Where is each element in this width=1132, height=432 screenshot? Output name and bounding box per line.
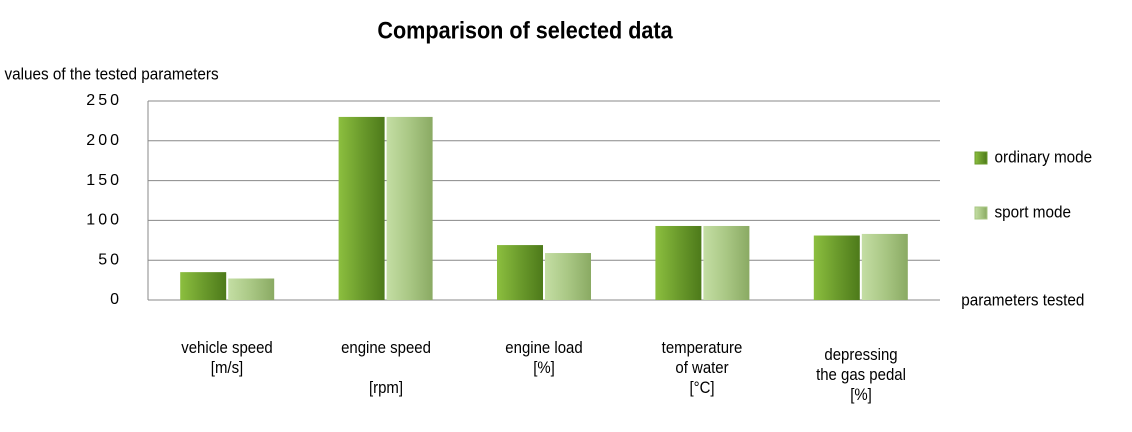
y-tick-label: 200 — [86, 132, 122, 149]
bar — [180, 272, 227, 300]
y-tick-label: 100 — [86, 212, 122, 229]
x-tick-label: engine speed [rpm] — [340, 338, 431, 397]
legend-swatch — [974, 206, 988, 220]
x-tick-label: vehicle speed [m/s] — [181, 338, 273, 377]
x-tick-label: temperature of water [°C] — [662, 338, 743, 397]
x-tick-label: depressing the gas pedal [%] — [815, 345, 906, 404]
legend-label: ordinary mode — [995, 148, 1093, 167]
chart-title: Comparison of selected data — [377, 16, 673, 43]
y-tick-label: 250 — [86, 92, 122, 109]
bar — [655, 225, 702, 300]
bar — [386, 116, 433, 300]
bar — [861, 233, 908, 300]
y-tick-label: 50 — [98, 251, 122, 268]
x-axis-label: parameters tested — [961, 291, 1084, 310]
legend-swatch — [974, 151, 988, 165]
bar — [703, 225, 750, 300]
x-tick-label: engine load [%] — [505, 338, 583, 377]
bar — [545, 253, 591, 300]
bar — [228, 278, 275, 300]
bar — [813, 235, 860, 300]
bar — [338, 116, 385, 300]
bar — [497, 245, 543, 300]
legend-label: sport mode — [995, 203, 1071, 222]
y-tick-label: 150 — [86, 172, 122, 189]
y-tick-label: 0 — [110, 291, 122, 308]
y-axis-label: values of the tested parameters — [5, 65, 219, 84]
